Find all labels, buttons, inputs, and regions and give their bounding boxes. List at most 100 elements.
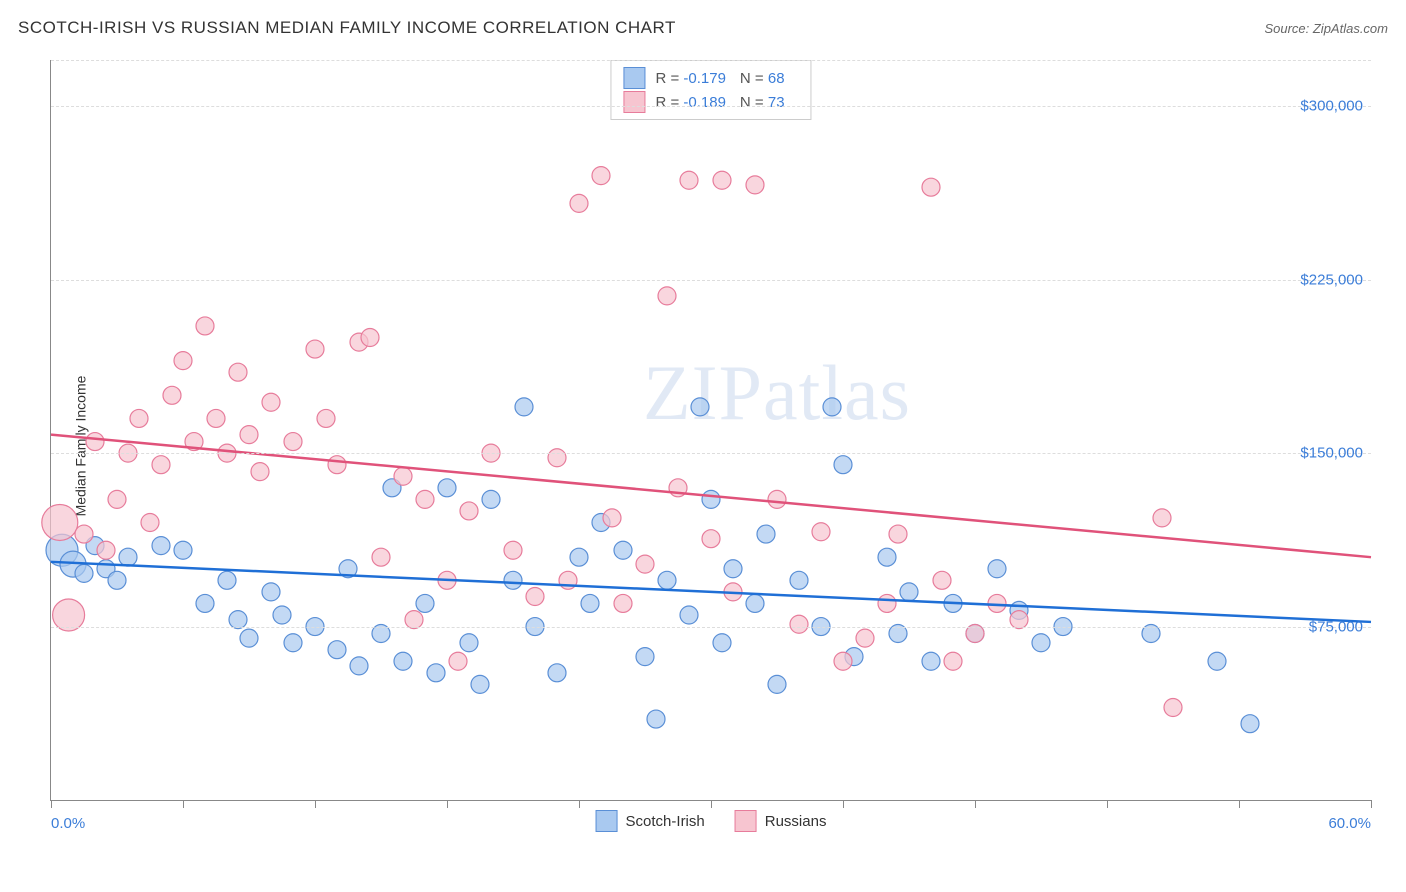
scatter-point xyxy=(504,571,522,589)
legend-n-value: 73 xyxy=(768,94,785,111)
chart-title: SCOTCH-IRISH VS RUSSIAN MEDIAN FAMILY IN… xyxy=(18,18,676,38)
chart-source: Source: ZipAtlas.com xyxy=(1264,21,1388,36)
scatter-point xyxy=(317,409,335,427)
scatter-point xyxy=(251,463,269,481)
scatter-point xyxy=(427,664,445,682)
y-tick-label: $225,000 xyxy=(1300,271,1363,288)
scatter-point xyxy=(526,588,544,606)
scatter-point xyxy=(75,525,93,543)
gridline-h xyxy=(51,106,1371,107)
legend-stat-row: R = -0.179N = 68 xyxy=(623,67,798,89)
scatter-point xyxy=(713,171,731,189)
x-tick xyxy=(975,800,976,808)
scatter-point xyxy=(284,634,302,652)
y-tick-label: $150,000 xyxy=(1300,445,1363,462)
scatter-point xyxy=(1164,699,1182,717)
scatter-svg xyxy=(51,60,1371,800)
scatter-point xyxy=(361,329,379,347)
scatter-point xyxy=(570,194,588,212)
legend-r-label: R = xyxy=(655,70,683,87)
scatter-point xyxy=(768,675,786,693)
scatter-point xyxy=(614,594,632,612)
scatter-point xyxy=(240,426,258,444)
scatter-point xyxy=(1153,509,1171,527)
x-tick xyxy=(579,800,580,808)
scatter-point xyxy=(328,641,346,659)
scatter-point xyxy=(658,571,676,589)
scatter-point xyxy=(878,548,896,566)
x-tick-label: 0.0% xyxy=(51,815,85,832)
legend-r-value: -0.189 xyxy=(683,94,726,111)
scatter-point xyxy=(1241,715,1259,733)
legend-r-label: R = xyxy=(655,94,683,111)
scatter-point xyxy=(218,571,236,589)
x-tick xyxy=(315,800,316,808)
scatter-point xyxy=(647,710,665,728)
scatter-point xyxy=(724,560,742,578)
chart-header: SCOTCH-IRISH VS RUSSIAN MEDIAN FAMILY IN… xyxy=(18,18,1388,38)
scatter-point xyxy=(449,652,467,670)
legend-r-value: -0.179 xyxy=(683,70,726,87)
scatter-point xyxy=(394,652,412,670)
scatter-point xyxy=(702,530,720,548)
gridline-h xyxy=(51,280,1371,281)
scatter-point xyxy=(75,564,93,582)
scatter-point xyxy=(812,523,830,541)
scatter-point xyxy=(196,594,214,612)
scatter-point xyxy=(614,541,632,559)
source-prefix: Source: xyxy=(1264,21,1312,36)
scatter-point xyxy=(581,594,599,612)
scatter-point xyxy=(108,571,126,589)
scatter-point xyxy=(416,490,434,508)
x-tick xyxy=(447,800,448,808)
gridline-h xyxy=(51,453,1371,454)
scatter-point xyxy=(86,433,104,451)
x-tick-label: 60.0% xyxy=(1328,815,1371,832)
legend-swatch xyxy=(735,810,757,832)
source-name: ZipAtlas.com xyxy=(1313,21,1388,36)
scatter-point xyxy=(482,490,500,508)
gridline-h xyxy=(51,60,1371,61)
scatter-point xyxy=(702,490,720,508)
scatter-point xyxy=(768,490,786,508)
scatter-point xyxy=(350,657,368,675)
scatter-point xyxy=(174,541,192,559)
legend-top: R = -0.179N = 68R = -0.189N = 73 xyxy=(610,60,811,120)
scatter-point xyxy=(262,393,280,411)
scatter-point xyxy=(196,317,214,335)
legend-swatch xyxy=(596,810,618,832)
legend-stat-row: R = -0.189 N = 73 xyxy=(623,91,798,113)
scatter-point xyxy=(163,386,181,404)
scatter-point xyxy=(988,560,1006,578)
scatter-point xyxy=(944,652,962,670)
legend-n-value: 68 xyxy=(768,70,785,87)
legend-label: Scotch-Irish xyxy=(626,813,705,830)
legend-n-label: N = xyxy=(740,94,768,111)
scatter-point xyxy=(856,629,874,647)
scatter-point xyxy=(504,541,522,559)
scatter-point xyxy=(515,398,533,416)
scatter-point xyxy=(636,555,654,573)
scatter-point xyxy=(130,409,148,427)
x-tick xyxy=(843,800,844,808)
scatter-point xyxy=(394,467,412,485)
scatter-point xyxy=(790,615,808,633)
scatter-point xyxy=(306,340,324,358)
legend-bottom: Scotch-IrishRussians xyxy=(596,810,827,832)
scatter-point xyxy=(922,178,940,196)
scatter-point xyxy=(372,548,390,566)
scatter-point xyxy=(141,514,159,532)
scatter-point xyxy=(240,629,258,647)
gridline-h xyxy=(51,627,1371,628)
x-tick xyxy=(711,800,712,808)
scatter-point xyxy=(746,594,764,612)
trend-line xyxy=(51,562,1371,622)
scatter-point xyxy=(746,176,764,194)
scatter-point xyxy=(834,456,852,474)
scatter-point xyxy=(1032,634,1050,652)
scatter-point xyxy=(900,583,918,601)
scatter-point xyxy=(207,409,225,427)
scatter-point xyxy=(834,652,852,670)
scatter-point xyxy=(152,537,170,555)
scatter-point xyxy=(438,479,456,497)
